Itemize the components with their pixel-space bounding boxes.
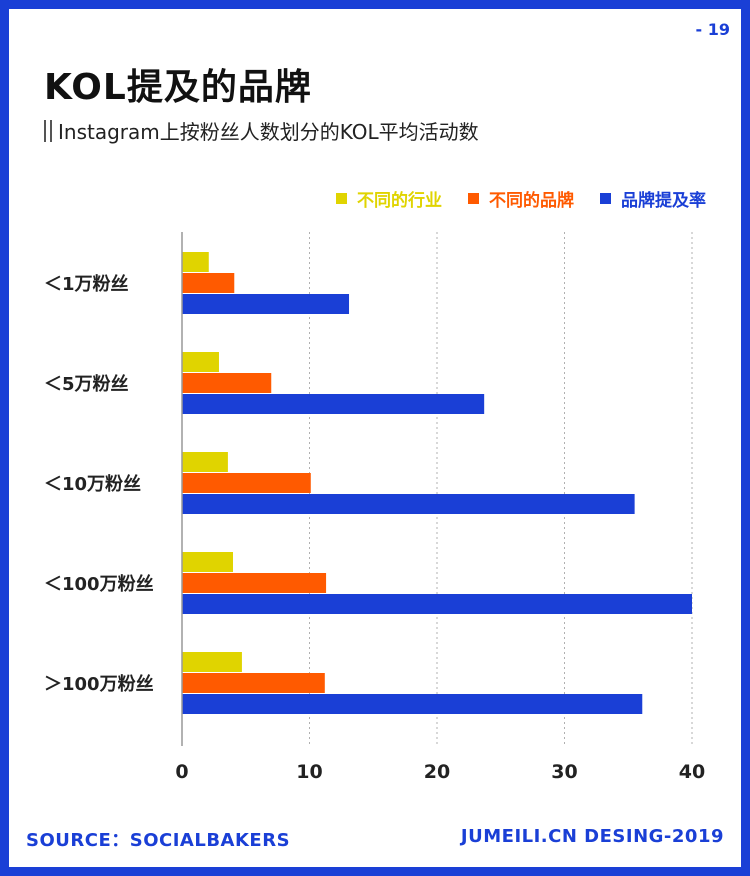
x-tick-label-0: 0	[175, 761, 188, 783]
category-label-3: ＜10万粉丝	[44, 473, 141, 495]
bar-2-5	[182, 673, 325, 693]
page-subtitle: Instagram上按粉丝人数划分的KOL平均活动数	[44, 116, 479, 145]
bar-1-1	[182, 252, 209, 272]
bar-3-3	[182, 494, 635, 514]
legend-swatch-brand	[468, 193, 479, 204]
bar-2-1	[182, 273, 235, 293]
legend-label-industry: 不同的行业	[357, 191, 442, 211]
legend-swatch-industry	[336, 193, 347, 204]
double-bar-icon	[44, 119, 52, 142]
bar-2-3	[182, 473, 311, 493]
subtitle-text: Instagram上按粉丝人数划分的KOL平均活动数	[58, 120, 479, 144]
bar-3-4	[182, 594, 692, 614]
bar-2-2	[182, 373, 272, 393]
legend-label-brand: 不同的品牌	[489, 191, 574, 211]
credit-footer: JUMEILI.CN DESING-2019	[460, 826, 724, 847]
legend-item-brand: 不同的品牌	[468, 186, 574, 211]
bar-3-5	[182, 694, 643, 714]
bar-1-2	[182, 352, 219, 372]
x-tick-label-10: 10	[296, 761, 322, 783]
legend-label-mention-rate: 品牌提及率	[621, 191, 706, 211]
legend-swatch-mention-rate	[600, 193, 611, 204]
category-label-1: ＜1万粉丝	[44, 273, 129, 295]
x-tick-label-20: 20	[424, 761, 450, 783]
x-tick-label-30: 30	[551, 761, 577, 783]
bar-1-4	[182, 552, 233, 572]
bar-2-4	[182, 573, 327, 593]
category-label-2: ＜5万粉丝	[44, 373, 129, 395]
bar-1-5	[182, 652, 242, 672]
bar-3-1	[182, 294, 350, 314]
category-label-5: ＞100万粉丝	[44, 673, 154, 695]
source-footer: SOURCE：SOCIALBAKERS	[26, 830, 291, 851]
legend-item-industry: 不同的行业	[336, 186, 442, 211]
page-title: KOL提及的品牌	[44, 67, 312, 108]
page-number: - 19	[695, 20, 730, 39]
x-tick-label-40: 40	[679, 761, 705, 783]
bar-1-3	[182, 452, 228, 472]
category-label-4: ＜100万粉丝	[44, 573, 154, 595]
legend-item-mention-rate: 品牌提及率	[600, 186, 706, 211]
bar-3-2	[182, 394, 485, 414]
chart-legend: 不同的行业 不同的品牌 品牌提及率	[336, 186, 706, 211]
